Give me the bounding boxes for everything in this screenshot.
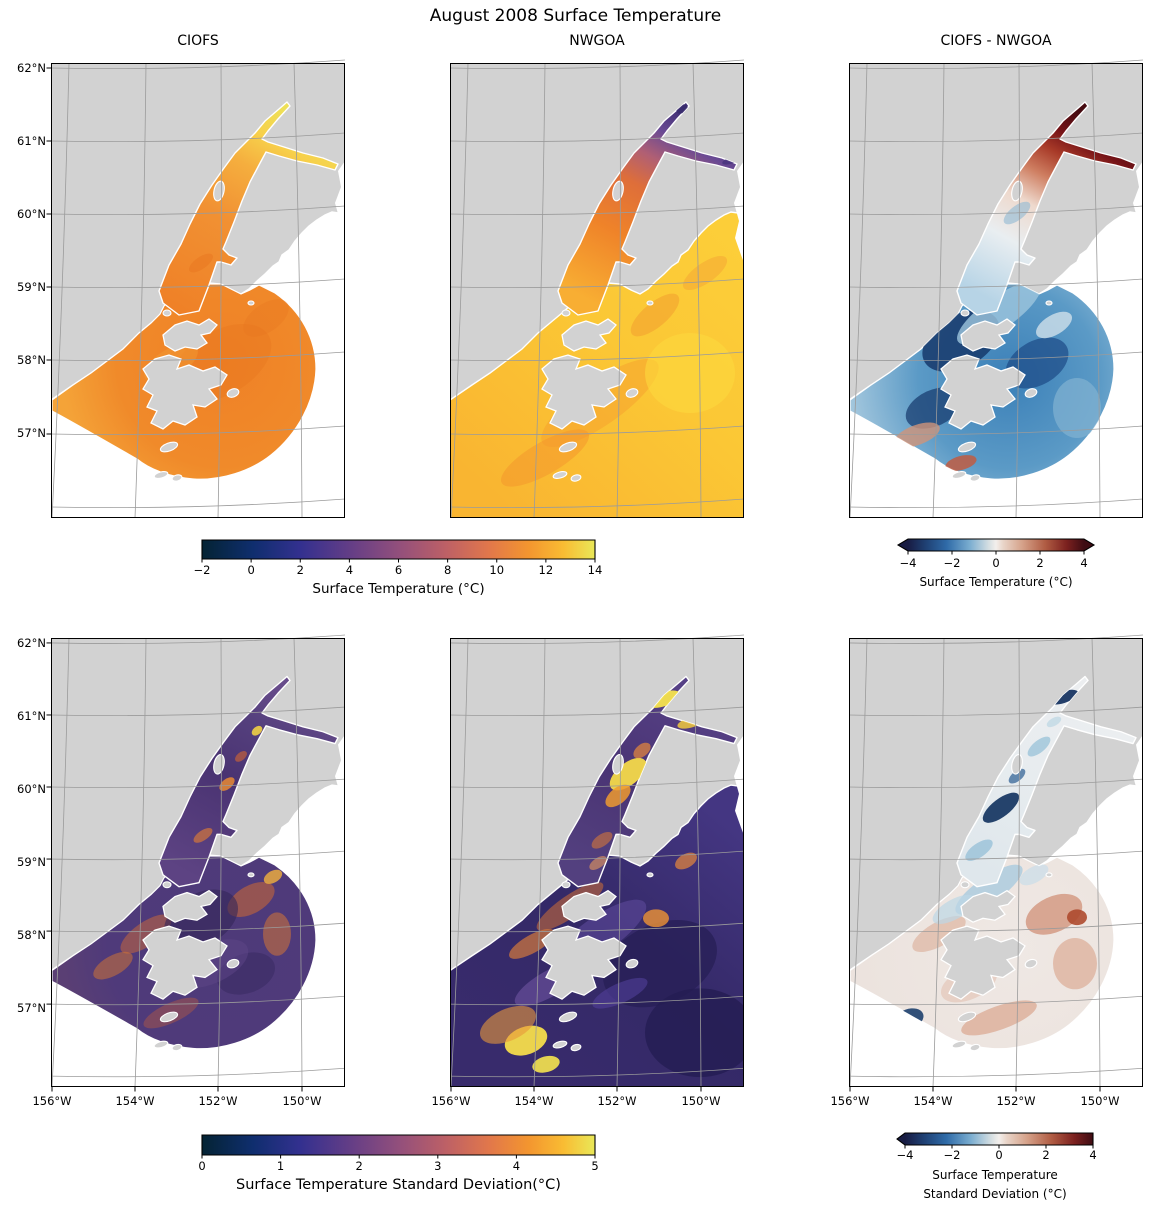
colorbar-tick-label: 6	[394, 563, 403, 577]
colorbar-tick-label: 0	[247, 563, 255, 577]
lat-tick-label: 58°N	[17, 928, 46, 942]
map-panel-std-ciofs	[46, 634, 346, 1092]
lon-tick-label: 156°W	[32, 1094, 72, 1108]
colorbar-tick-label: 4	[345, 563, 354, 577]
lat-tick-label: 61°N	[17, 134, 46, 148]
lon-tick-label: 150°W	[1080, 1094, 1120, 1108]
lon-tick-label: 154°W	[913, 1094, 953, 1108]
colorbar-tick-label: 10	[489, 563, 505, 577]
lon-tick-label: 152°W	[198, 1094, 238, 1108]
colorbar-tick-label: 4	[1089, 1148, 1097, 1162]
lat-tick-label: 57°N	[17, 426, 46, 440]
colorbar-tick-label: 2	[1042, 1148, 1050, 1162]
panel-title-diff: CIOFS - NWGOA	[940, 33, 1052, 49]
colorbar-label-std: Surface Temperature Standard Deviation(°…	[236, 1177, 561, 1193]
lon-tick-label: 150°W	[282, 1094, 322, 1108]
colorbar-tick-label: 4	[1080, 556, 1088, 570]
colorbar-tick-label: 2	[1036, 556, 1044, 570]
colorbar-tick-label: −2	[943, 1148, 961, 1162]
colorbar-tick-label: 0	[992, 556, 1000, 570]
lat-tick-label: 57°N	[17, 1001, 46, 1015]
colorbar-tick-label: 2	[355, 1159, 363, 1173]
colorbar-label-sst-diff: Surface Temperature (°C)	[919, 575, 1073, 589]
map-panel-std-nwgoa	[449, 634, 745, 1092]
colorbar-tick-label: 0	[995, 1148, 1003, 1162]
colorbar-tick-label: −4	[899, 556, 917, 570]
colorbar-tick-label: 2	[296, 563, 304, 577]
colorbar-0	[201, 539, 596, 563]
colorbar-tick-label: 4	[512, 1159, 521, 1173]
panel-title-ciofs: CIOFS	[177, 33, 219, 49]
colorbar-tick-label: −2	[193, 563, 211, 577]
colorbar-tick-label: 1	[276, 1159, 285, 1173]
lon-tick-label: 154°W	[115, 1094, 155, 1108]
map-panel-sst-nwgoa	[449, 59, 745, 519]
lon-tick-label: 152°W	[597, 1094, 637, 1108]
lon-tick-label: 152°W	[996, 1094, 1036, 1108]
map-panel-std-diff	[848, 634, 1144, 1092]
colorbar-2	[201, 1134, 596, 1159]
colorbar-tick-label: 0	[198, 1159, 206, 1173]
colorbar-tick-label: 14	[587, 563, 603, 577]
colorbar-tick-label: −2	[943, 556, 961, 570]
lon-tick-label: 156°W	[431, 1094, 471, 1108]
colorbar-3	[896, 1132, 1094, 1149]
colorbar-label-std-diff-line2: Standard Deviation (°C)	[923, 1187, 1067, 1201]
map-panel-sst-diff	[848, 59, 1144, 519]
colorbar-tick-label: 5	[591, 1159, 599, 1173]
figure-title: August 2008 Surface Temperature	[429, 6, 722, 26]
colorbar-label-sst: Surface Temperature (°C)	[312, 581, 485, 597]
colorbar-1	[896, 538, 1096, 555]
colorbar-tick-label: 8	[443, 563, 452, 577]
colorbar-tick-label: −4	[896, 1148, 914, 1162]
lon-tick-label: 156°W	[830, 1094, 870, 1108]
lat-tick-label: 59°N	[17, 855, 46, 869]
lon-tick-label: 150°W	[681, 1094, 721, 1108]
map-panel-sst-ciofs	[46, 59, 346, 519]
colorbar-tick-label: 12	[538, 563, 554, 577]
colorbar-tick-label: 3	[434, 1159, 442, 1173]
lon-tick-label: 154°W	[514, 1094, 554, 1108]
lat-tick-label: 62°N	[17, 61, 46, 75]
lat-tick-label: 60°N	[17, 782, 46, 796]
lat-tick-label: 58°N	[17, 353, 46, 367]
colorbar-label-std-diff-line1: Surface Temperature	[932, 1168, 1058, 1182]
lat-tick-label: 59°N	[17, 280, 46, 294]
lat-tick-label: 61°N	[17, 709, 46, 723]
lat-tick-label: 60°N	[17, 207, 46, 221]
panel-title-nwgoa: NWGOA	[569, 33, 625, 49]
lat-tick-label: 62°N	[17, 636, 46, 650]
